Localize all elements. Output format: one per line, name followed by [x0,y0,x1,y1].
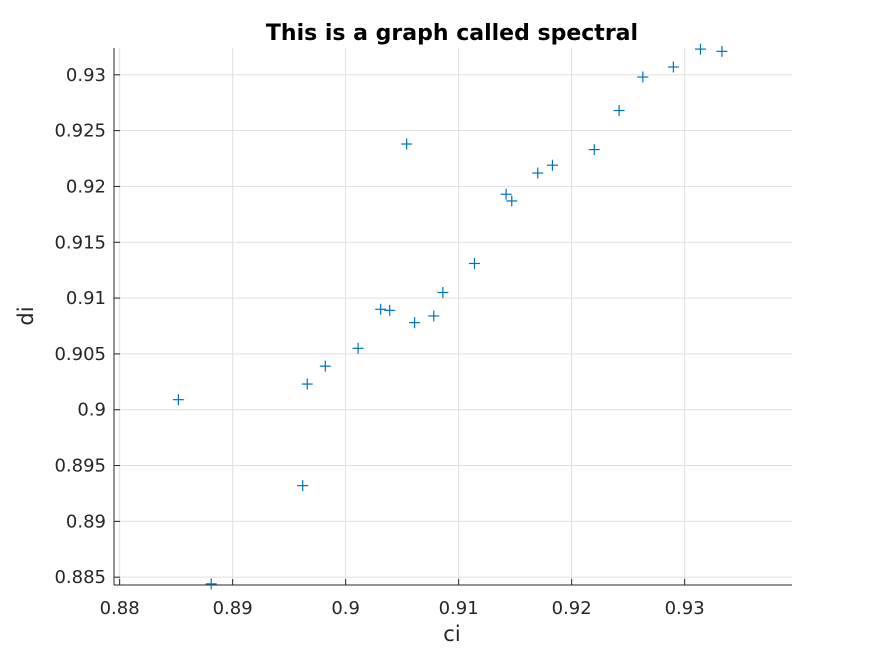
data-point [546,159,558,171]
data-point [437,286,449,298]
x-axis-ticks: 0.88 0.89 0.9 0.91 0.92 0.93 [100,579,705,619]
y-tick-label: 0.89 [66,511,106,532]
data-point [301,378,313,390]
x-tick-label: 0.92 [552,598,592,619]
y-tick-label: 0.915 [54,232,106,253]
y-tick-label: 0.93 [66,65,106,86]
y-tick-label: 0.925 [54,121,106,142]
y-axis-label: di [14,306,38,325]
y-tick-label: 0.9 [77,400,106,421]
data-point [319,360,331,372]
y-axis-ticks: 0.885 0.89 0.895 0.9 0.905 0.91 0.915 0.92 0.925… [54,65,120,588]
data-point [637,71,649,83]
data-point [588,144,600,156]
grid [114,48,792,585]
x-tick-label: 0.93 [665,598,705,619]
axes [113,48,792,586]
data-point [375,303,387,315]
x-tick-label: 0.89 [213,598,253,619]
data-point [613,105,625,117]
data-point [352,342,364,354]
data-point [506,195,518,207]
x-tick-label: 0.91 [439,598,479,619]
x-axis-label: ci [443,622,460,646]
data-point [297,480,309,492]
data-point [172,394,184,406]
y-tick-label: 0.91 [66,288,106,309]
data-points [172,43,728,590]
x-tick-label: 0.88 [100,598,140,619]
y-tick-label: 0.885 [54,567,106,588]
x-tick-label: 0.9 [331,598,360,619]
chart-title: This is a graph called spectral [266,21,638,46]
data-point [384,304,396,316]
data-point [468,257,480,269]
data-point [716,45,728,57]
y-tick-label: 0.895 [54,456,106,477]
data-point [409,317,421,329]
data-point [667,61,679,73]
y-tick-label: 0.905 [54,344,106,365]
data-point [500,188,512,200]
data-point [401,138,413,150]
data-point [205,578,217,590]
data-point [428,310,440,322]
data-point [532,167,544,179]
data-point [694,43,706,55]
y-tick-label: 0.92 [66,176,106,197]
